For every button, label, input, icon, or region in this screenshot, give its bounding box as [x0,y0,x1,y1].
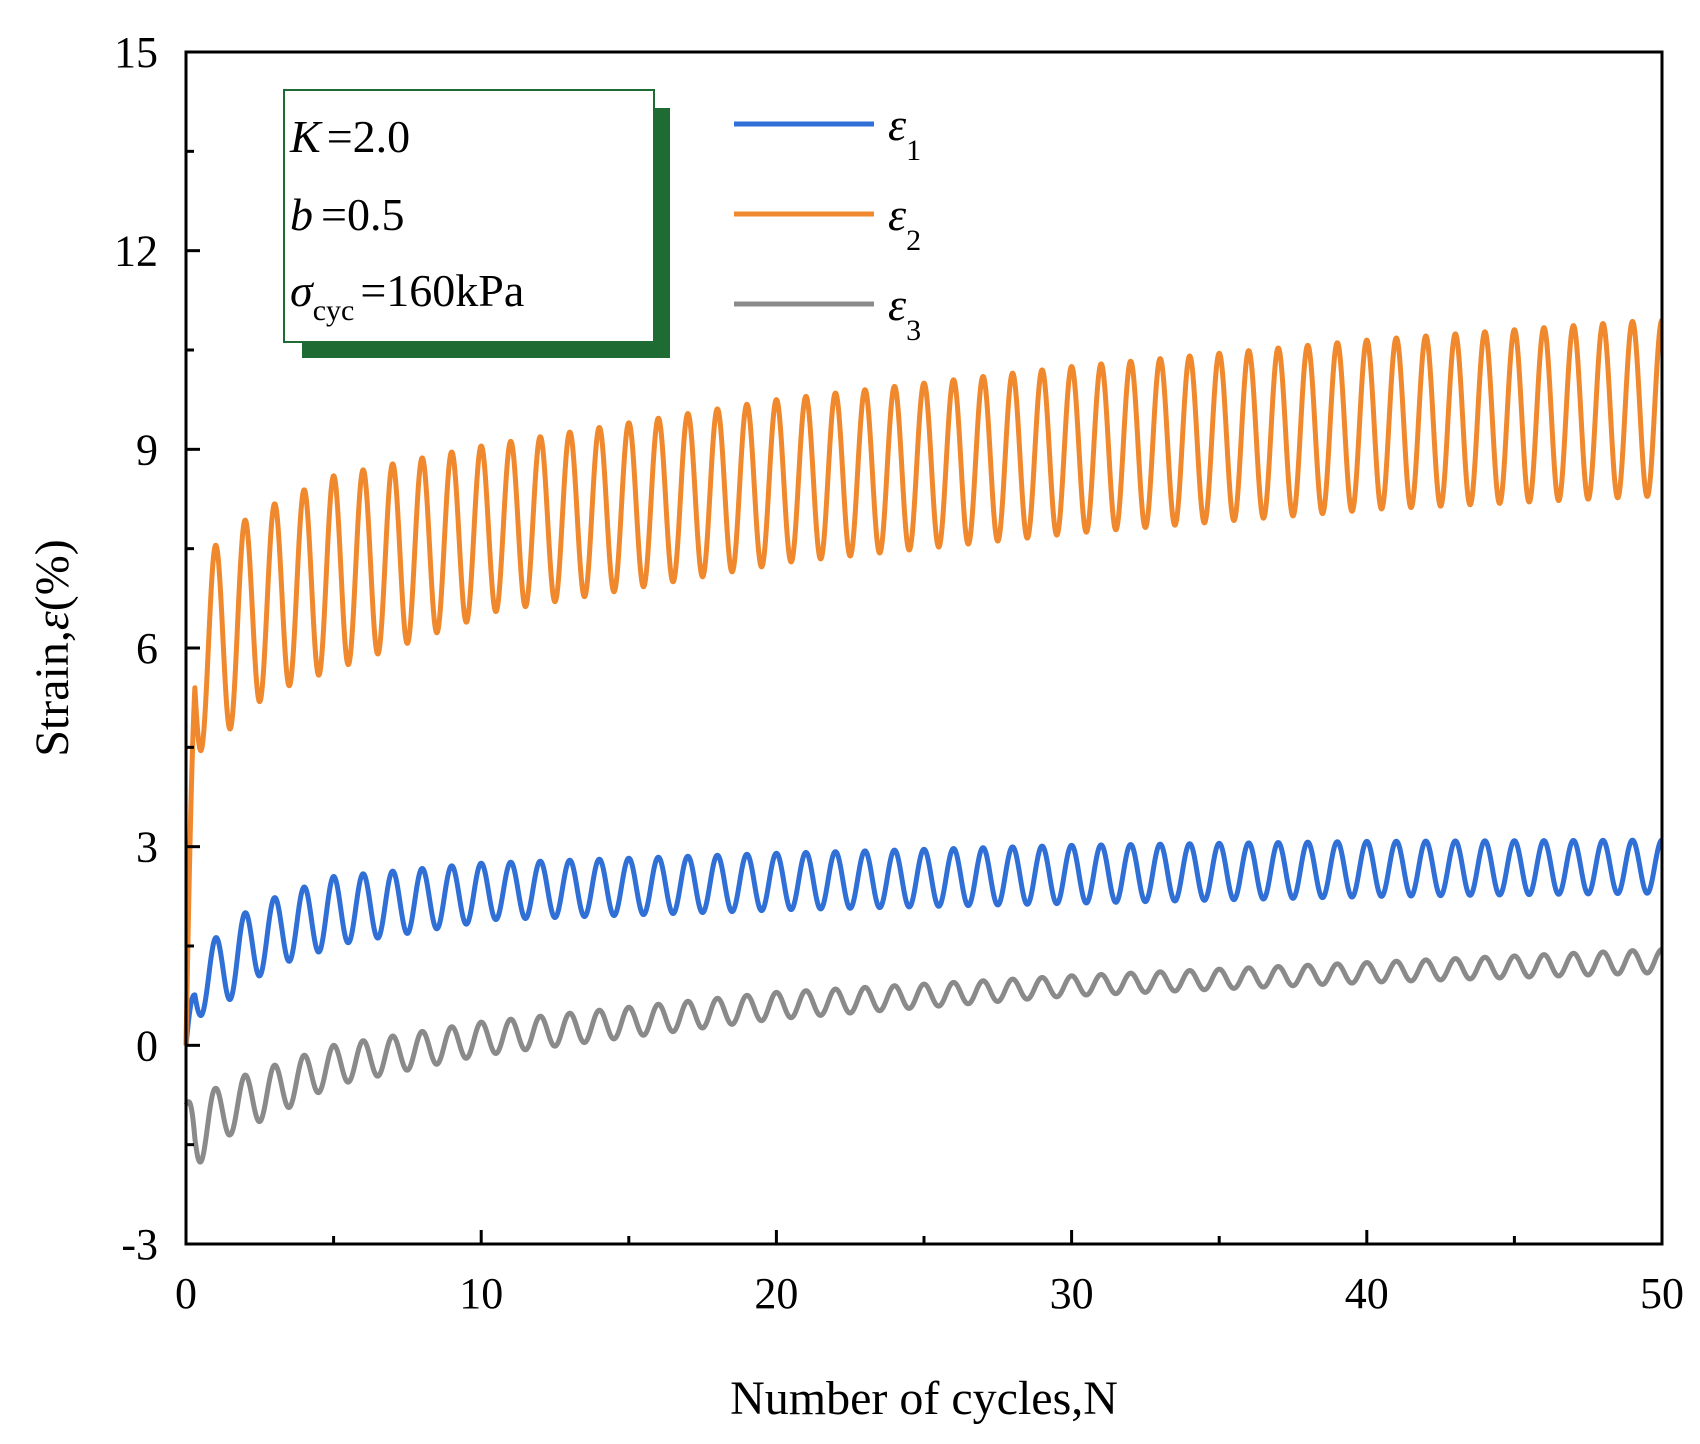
ticks-layer: 0 10 20 30 40 50 -3 0 3 6 9 12 15 [114,28,1684,1318]
x-tick-label: 40 [1345,1269,1389,1318]
x-tick-label: 30 [1050,1269,1094,1318]
legend: ε1 ε2 ε3 [734,99,921,347]
x-tick-label: 50 [1640,1269,1684,1318]
param-b: b =0.5 [290,189,404,240]
series-line-e1 [183,837,1665,1046]
legend-label-e3: ε3 [888,279,921,347]
y-axis-title-symbol: ε [26,611,79,630]
y-tick-label: 15 [114,28,158,77]
svg-text:Strain,ε(%): Strain,ε(%) [26,539,79,757]
x-tick-label: 20 [754,1269,798,1318]
parameter-box-panel [283,89,655,343]
legend-label-e2: ε2 [888,189,921,257]
x-tick-label: 10 [459,1269,503,1318]
y-tick-label: 0 [136,1021,158,1070]
y-tick-label: 12 [114,227,158,276]
legend-label-e1: ε1 [888,99,921,167]
y-axis-title-prefix: Strain, [26,630,79,757]
series-layer [183,317,1665,1165]
series-line-e2 [183,317,1665,1046]
y-tick-label: 3 [136,823,158,872]
y-axis-title-suffix: (%) [26,539,79,611]
series-line-e3 [183,946,1665,1165]
y-tick-label: 6 [136,624,158,673]
x-tick-label: 0 [175,1269,197,1318]
param-k: K =2.0 [289,111,410,162]
y-tick-label: -3 [121,1220,158,1269]
y-tick-label: 9 [136,425,158,474]
x-axis-title: Number of cycles,N [730,1372,1118,1425]
parameter-box: K =2.0 b =0.5 σcyc =160kPa [283,89,670,358]
y-axis-title: Strain,ε(%) [26,539,79,757]
param-sigma: σcyc =160kPa [290,265,524,327]
